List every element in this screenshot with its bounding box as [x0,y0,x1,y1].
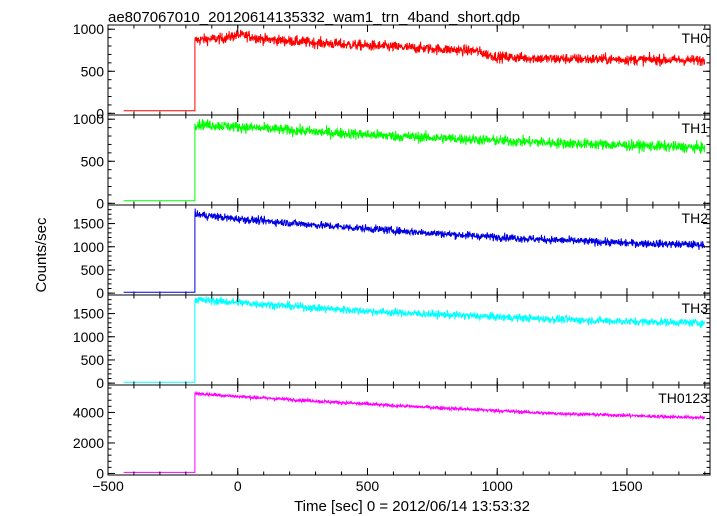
y-tick-label: 2000 [73,435,104,451]
panel-th0: 0 500 1000 TH0 [73,21,711,121]
x-axis-label: Time [sec] 0 = 2012/06/14 13:53:32 [294,498,530,515]
panel-label: TH0 [682,30,709,46]
y-axis-label: Counts/sec [33,217,50,293]
y-tick-label: 1000 [73,111,104,127]
panel-label: TH3 [682,300,709,316]
y-tick-label: 1000 [73,329,104,345]
panel-frame [107,294,711,386]
panel-th0123: 0 2000 4000 TH0123 [73,384,711,481]
series-line-th1 [123,119,706,202]
x-tick-label: 500 [356,478,380,494]
panel-th3: 0 500 1000 1500 TH3 [73,294,711,391]
panel-label: TH2 [682,210,709,226]
y-tick-label: 1500 [73,216,104,232]
series-line-th3 [123,296,706,383]
panel-frame [107,114,711,206]
y-tick-label: 1000 [73,239,104,255]
series-line-th0123 [123,390,706,473]
chart-title: ae807067010_20120614135332_wam1_trn_4ban… [108,9,520,26]
panel-th1: 0 500 1000 TH1 [73,111,711,211]
x-tick-label: 1500 [611,478,642,494]
y-tick-label: 4000 [73,404,104,420]
y-tick-label: 0 [96,195,104,211]
y-tick-label: 1000 [73,21,104,37]
y-tick-label: 0 [96,105,104,121]
panel-th2: 0 500 1000 1500 TH2 [73,204,711,301]
panel-frame [107,204,711,296]
y-tick-label: 500 [81,63,105,79]
x-tick-label: −500 [92,478,124,494]
x-tick-label: 0 [234,478,242,494]
y-tick-label: 500 [81,262,105,278]
panels: 0 500 1000 TH0 0 500 1000 TH1 0 500 1000 1500 TH2 0 50… [73,21,711,494]
y-tick-label: 500 [81,352,105,368]
y-tick-label: 0 [96,465,104,481]
y-tick-label: 0 [96,285,104,301]
y-tick-label: 0 [96,375,104,391]
series-line-th0 [123,29,706,112]
y-tick-label: 1500 [73,306,104,322]
panel-label: TH1 [682,120,709,136]
panel-label: TH0123 [658,390,708,406]
panel-frame [107,384,711,476]
y-tick-label: 500 [81,153,105,169]
series-line-th2 [123,208,706,293]
x-tick-label: 1000 [482,478,513,494]
